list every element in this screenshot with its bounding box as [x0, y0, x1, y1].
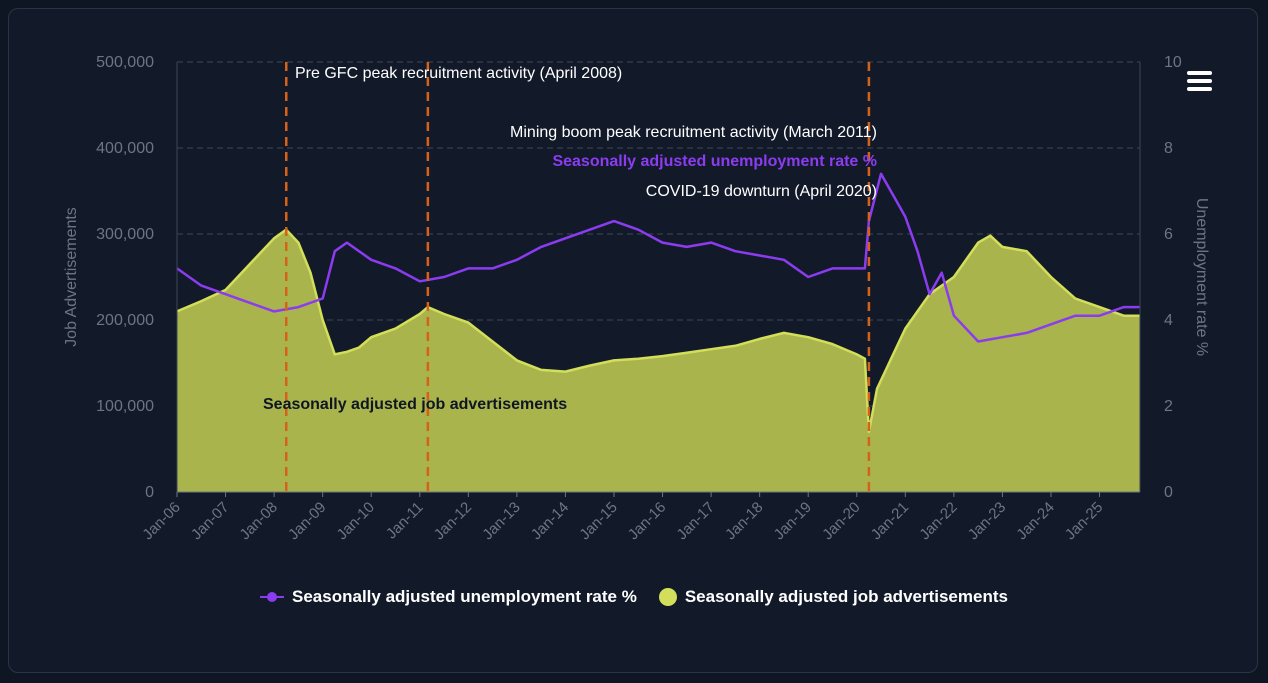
right-axis-title: Unemployment rate %: [1193, 198, 1210, 356]
x-tick-label: Jan-14: [528, 499, 572, 543]
legend-circle-marker-icon: [658, 588, 677, 606]
x-tick-label: Jan-17: [673, 499, 717, 543]
annotation-lines: [284, 62, 871, 492]
annotation-label-mining: Mining boom peak recruitment activity (M…: [510, 124, 877, 141]
right-tick-label: 4: [1164, 312, 1173, 329]
x-tick-label: Jan-20: [819, 499, 863, 543]
left-tick-label: 100,000: [96, 398, 154, 415]
x-tick-label: Jan-25: [1062, 499, 1106, 543]
x-tick-label: Jan-15: [576, 499, 620, 543]
job-ads-area: [177, 229, 1140, 492]
x-tick-label: Jan-23: [965, 499, 1009, 543]
x-tick-label: Jan-08: [236, 499, 280, 543]
legend-item-unemployment[interactable]: Seasonally adjusted unemployment rate %: [260, 587, 637, 607]
legend-label-unemployment: Seasonally adjusted unemployment rate %: [292, 587, 637, 606]
x-tick-label: Jan-06: [139, 499, 183, 543]
x-tick-label: Jan-19: [771, 499, 815, 543]
x-tick-label: Jan-16: [625, 499, 669, 543]
job-ads-line: [176, 228, 1140, 434]
right-tick-label: 0: [1164, 484, 1173, 501]
left-tick-label: 500,000: [96, 54, 154, 71]
x-tick-label: Jan-11: [383, 499, 427, 543]
annotation-label-covid: COVID-19 downturn (April 2020): [646, 183, 877, 200]
left-tick-label: 300,000: [96, 226, 154, 243]
chart-legend: Seasonally adjusted unemployment rate % …: [0, 584, 1268, 610]
legend-label-jobads: Seasonally adjusted job advertisements: [684, 587, 1008, 606]
legend-line-marker-icon: [260, 589, 285, 605]
unemployment-line: [176, 172, 1140, 343]
legend-item-jobads[interactable]: Seasonally adjusted job advertisements: [658, 587, 1008, 607]
x-tick-label: Jan-12: [431, 499, 475, 543]
x-tick-label: Jan-18: [722, 499, 766, 543]
right-tick-label: 6: [1164, 226, 1173, 243]
annotation-label-gfc: Pre GFC peak recruitment activity (April…: [295, 65, 622, 82]
axes: [176, 62, 1141, 493]
x-axis-ticks: Jan-06 Jan-07 Jan-08 Jan-09 Jan-10 Jan-11 Jan-…: [139, 492, 1106, 543]
left-axis-title: Job Advertisements: [63, 207, 80, 347]
left-tick-label: 400,000: [96, 140, 154, 157]
series-label-jobads: Seasonally adjusted job advertisements: [263, 396, 567, 413]
x-tick-label: Jan-13: [479, 499, 523, 543]
hamburger-menu-icon[interactable]: [1180, 66, 1218, 96]
series-label-unemployment: Seasonally adjusted unemployment rate %: [552, 153, 877, 170]
left-tick-label: 200,000: [96, 312, 154, 329]
x-tick-label: Jan-21: [868, 499, 912, 543]
x-tick-label: Jan-24: [1013, 499, 1057, 543]
job-ads-area-layer: [176, 228, 1140, 492]
left-tick-label: 0: [145, 484, 154, 501]
x-tick-label: Jan-10: [334, 499, 378, 543]
right-axis-ticks: 0 2 4 6 8 10: [1164, 54, 1182, 501]
x-tick-label: Jan-07: [188, 499, 232, 543]
right-tick-label: 8: [1164, 140, 1173, 157]
right-tick-label: 10: [1164, 54, 1182, 71]
unemployment-line-layer: [176, 172, 1140, 343]
x-tick-label: Jan-09: [285, 499, 329, 543]
left-axis-ticks: 0 100,000 200,000 300,000 400,000 500,000: [96, 54, 154, 501]
right-tick-label: 2: [1164, 398, 1173, 415]
x-tick-label: Jan-22: [916, 499, 960, 543]
